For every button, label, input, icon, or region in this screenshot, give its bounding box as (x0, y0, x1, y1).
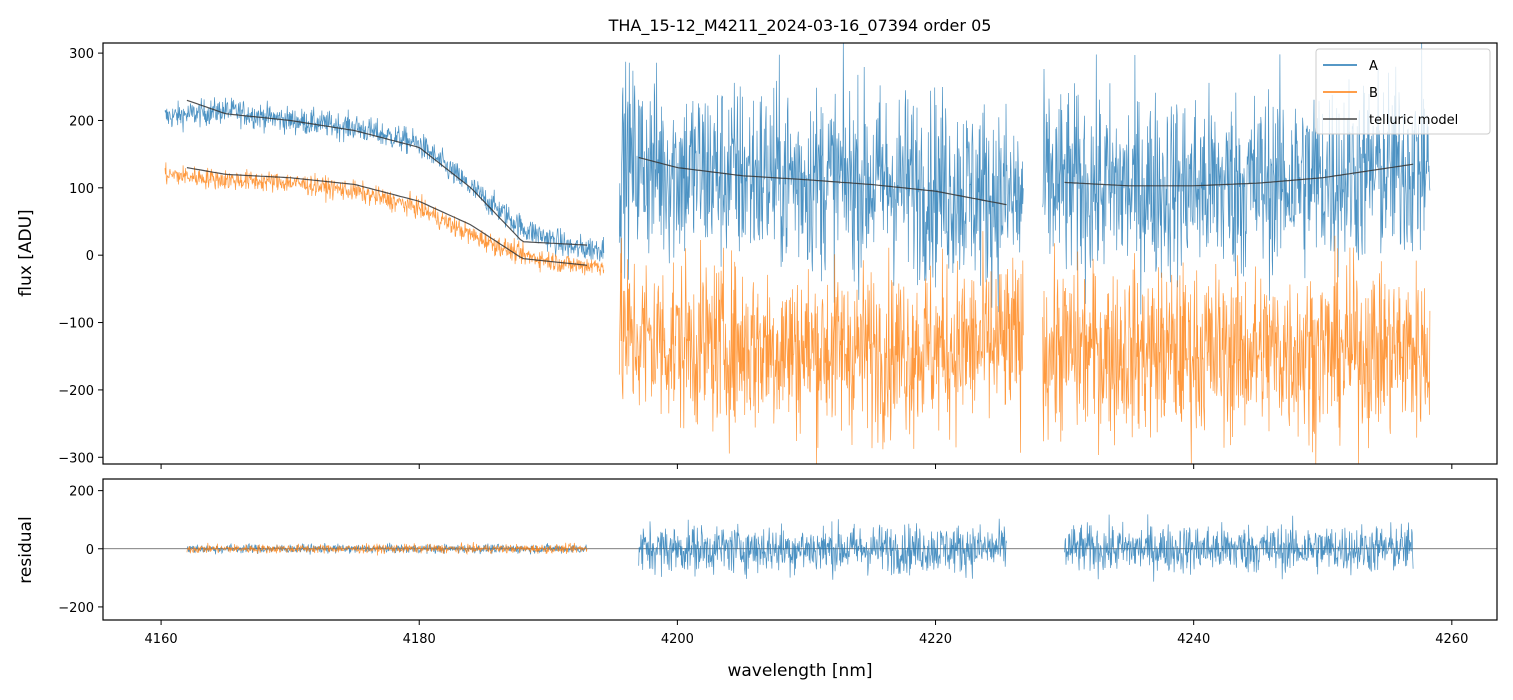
top-series-a-segment-1 (618, 43, 1024, 313)
top-series-telluric-model-segment-1 (186, 167, 588, 266)
legend-label-b: B (1369, 86, 1378, 101)
top-y-axis-label: flux [ADU] (16, 209, 36, 296)
bottom-y-axis: −200 0 200 (58, 485, 103, 616)
legend-label-model: telluric model (1369, 113, 1458, 128)
top-panel: −300 −200 −100 0 100 200 300 flux [ADU] A B te… (16, 42, 1498, 469)
bottom-x-tick-label: 4240 (1177, 632, 1210, 647)
bottom-y-tick-label: 0 (86, 543, 94, 558)
bottom-series-b-segment-0 (186, 542, 588, 556)
top-plot-area (164, 43, 1431, 464)
bottom-x-axis: 4160 4180 4200 4220 4240 4260 (145, 620, 1468, 647)
top-x-axis (160, 464, 1453, 469)
legend: A B telluric model (1315, 48, 1491, 135)
top-axes-frame (102, 42, 1498, 465)
bottom-x-tick-label: 4160 (145, 632, 178, 647)
chart-title: THA_15-12_M4211_2024-03-16_07394 order 0… (608, 16, 992, 36)
top-series-telluric-model-segment-2 (638, 156, 1007, 206)
bottom-y-axis-label: residual (16, 516, 36, 583)
legend-label-a: A (1369, 59, 1378, 74)
bottom-x-tick-label: 4180 (403, 632, 436, 647)
bottom-x-tick-label: 4260 (1435, 632, 1468, 647)
bottom-axes-frame (102, 478, 1498, 621)
x-axis-label: wavelength [nm] (727, 661, 872, 681)
bottom-x-tick-label: 4200 (661, 632, 694, 647)
top-y-axis: −300 −200 −100 0 100 200 300 (58, 47, 103, 466)
bottom-y-tick-label: 200 (69, 485, 94, 500)
top-y-tick-label: 200 (69, 114, 94, 129)
top-y-tick-label: 0 (86, 249, 94, 264)
bottom-series-a-segment-1 (638, 518, 1007, 580)
top-series-b-segment-1 (618, 231, 1024, 464)
legend-frame (1315, 48, 1491, 135)
top-series-telluric-model-segment-0 (186, 99, 588, 246)
top-series-a-segment-2 (1042, 43, 1431, 315)
top-y-tick-label: 100 (69, 182, 94, 197)
bottom-panel: −200 0 200 4160 4180 4200 4220 4240 4260 residu… (16, 478, 1498, 681)
bottom-series-a-segment-2 (1064, 514, 1414, 582)
top-series-a-segment-0 (164, 97, 605, 262)
top-y-tick-label: −100 (58, 317, 94, 332)
top-y-tick-label: −300 (58, 451, 94, 466)
bottom-plot-area (103, 514, 1497, 582)
top-series-telluric-model-segment-3 (1064, 163, 1414, 187)
top-y-tick-label: 300 (69, 47, 94, 62)
bottom-x-tick-label: 4220 (919, 632, 952, 647)
bottom-y-tick-label: −200 (58, 601, 94, 616)
top-y-tick-label: −200 (58, 384, 94, 399)
top-series-b-segment-2 (1042, 235, 1431, 464)
top-series-b-segment-0 (164, 162, 605, 276)
